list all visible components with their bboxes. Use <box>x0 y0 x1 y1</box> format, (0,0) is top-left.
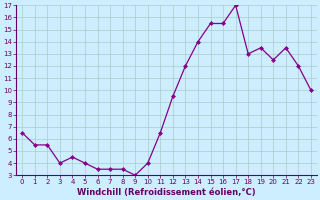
X-axis label: Windchill (Refroidissement éolien,°C): Windchill (Refroidissement éolien,°C) <box>77 188 256 197</box>
